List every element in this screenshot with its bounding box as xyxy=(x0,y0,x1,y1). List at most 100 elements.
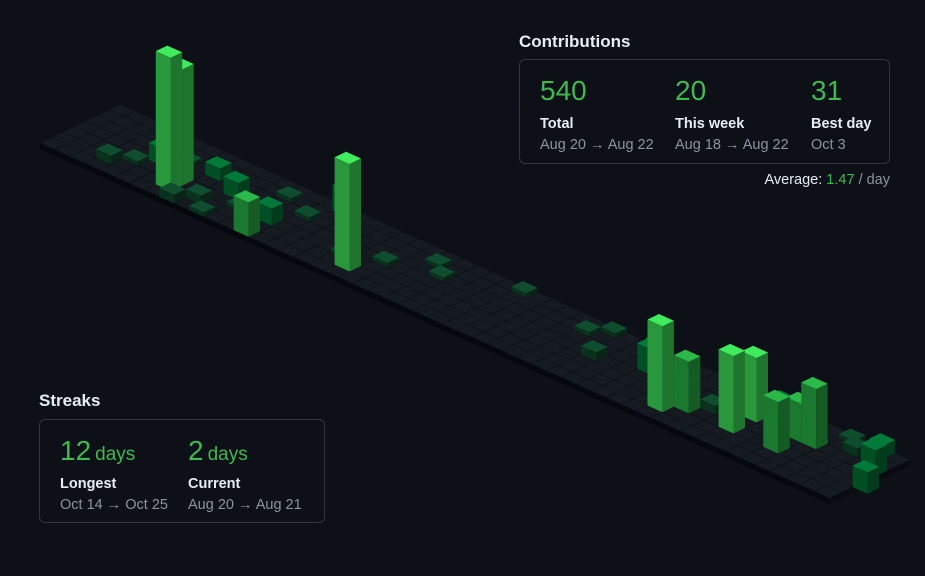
bar-side-face xyxy=(200,190,212,205)
bar-top-face xyxy=(122,149,149,162)
bar-top-face xyxy=(256,196,284,209)
bar-top-face xyxy=(205,156,232,169)
bar-front-face xyxy=(428,270,444,282)
contribution-bar xyxy=(122,149,149,166)
bar-top-face xyxy=(276,186,303,199)
contribution-bar xyxy=(763,389,790,454)
base-edge-front xyxy=(40,143,830,505)
bar-front-face xyxy=(276,191,292,203)
bar-front-face xyxy=(511,286,527,298)
stat-best-day: 31 Best day Oct 3 xyxy=(811,76,871,154)
average-prefix: Average: xyxy=(764,172,823,188)
bar-front-face xyxy=(122,154,138,166)
bar-front-face xyxy=(185,189,201,205)
bar-side-face xyxy=(349,158,361,272)
bar-front-face xyxy=(159,188,175,204)
contributions-card: 540 Total Aug 20 → Aug 22 20 This week A… xyxy=(519,59,890,164)
bar-front-face xyxy=(718,349,734,434)
bar-side-face xyxy=(867,466,880,494)
contribution-bar xyxy=(801,376,828,450)
stat-total-value: 540 xyxy=(540,75,587,106)
bar-top-face xyxy=(372,250,399,263)
bar-front-face xyxy=(700,399,716,415)
contribution-bar xyxy=(159,182,186,204)
bar-side-face xyxy=(111,150,123,165)
contribution-bar xyxy=(189,200,216,217)
bar-front-face xyxy=(256,201,272,226)
bar-front-face xyxy=(600,326,616,338)
contribution-bar xyxy=(428,265,456,282)
stat-this-week-label: This week xyxy=(675,116,745,132)
bar-top-face xyxy=(574,320,601,333)
stat-this-week: 20 This week Aug 18 → Aug 22 xyxy=(675,75,789,154)
bar-side-face xyxy=(203,206,216,217)
bar-top-face xyxy=(233,190,261,203)
bar-side-face xyxy=(182,64,194,186)
bar-front-face xyxy=(763,395,779,454)
bar-top-face xyxy=(185,183,212,196)
stat-longest-label: Longest xyxy=(60,476,117,492)
contribution-bar xyxy=(574,320,601,337)
streaks-title: Streaks xyxy=(39,391,101,410)
bar-side-face xyxy=(174,189,186,204)
bar-front-face xyxy=(852,465,868,494)
bar-front-face xyxy=(372,256,388,268)
bar-top-face xyxy=(96,143,123,156)
bar-side-face xyxy=(615,328,628,338)
contribution-bar xyxy=(372,250,399,268)
bar-side-face xyxy=(733,350,745,434)
contribution-bar xyxy=(600,321,628,338)
stat-total: 540 Total Aug 20 → Aug 22 xyxy=(540,75,654,154)
contribution-bar xyxy=(276,186,303,203)
bar-side-face xyxy=(387,257,399,268)
bar-front-face xyxy=(801,382,817,450)
bar-top-face xyxy=(860,438,888,451)
bar-top-face xyxy=(155,45,183,58)
bar-side-face xyxy=(596,346,608,361)
contributions-title: Contributions xyxy=(519,32,631,51)
bar-top-face xyxy=(425,253,452,266)
ground-tile xyxy=(883,452,911,466)
bar-top-face xyxy=(223,170,250,183)
bar-top-face xyxy=(511,281,538,294)
contribution-bar xyxy=(852,460,880,494)
bar-front-face xyxy=(223,176,239,201)
stat-current-label: Current xyxy=(188,476,241,492)
bar-front-face xyxy=(741,351,757,423)
bar-front-face xyxy=(96,149,112,165)
bar-front-face xyxy=(233,195,249,237)
bar-top-face xyxy=(581,340,608,353)
bar-front-face xyxy=(673,355,689,414)
bar-side-face xyxy=(778,396,790,454)
contribution-bar xyxy=(155,45,183,192)
stat-best-day-range: Oct 3 xyxy=(811,137,846,153)
bar-side-face xyxy=(248,196,261,237)
stat-this-week-value: 20 xyxy=(675,75,707,106)
bar-front-face xyxy=(334,157,350,272)
stat-total-label: Total xyxy=(540,116,574,132)
bar-top-face xyxy=(741,345,768,358)
contribution-bar xyxy=(511,281,538,298)
streaks-card: 12 days Longest Oct 14 → Oct 25 2 days Cur… xyxy=(39,419,325,523)
bar-top-face xyxy=(334,151,361,164)
bar-front-face xyxy=(189,205,204,217)
bar-top-face xyxy=(428,265,456,278)
bar-front-face xyxy=(574,325,590,337)
bar-top-face xyxy=(718,343,745,357)
bar-front-face xyxy=(581,345,596,361)
bar-side-face xyxy=(137,155,149,166)
contribution-bar xyxy=(581,340,608,361)
bar-top-face xyxy=(294,205,321,218)
bar-front-face xyxy=(647,319,663,413)
bar-side-face xyxy=(291,192,303,203)
stat-this-week-range: Aug 18 → Aug 22 xyxy=(675,137,789,153)
average-value: 1.47 xyxy=(826,172,855,188)
stat-longest-range: Oct 14 → Oct 25 xyxy=(60,497,168,513)
bar-top-face xyxy=(673,349,701,362)
stat-current-value: 2 xyxy=(188,435,204,466)
stat-current-unit: days xyxy=(207,444,248,465)
bar-side-face xyxy=(443,272,456,282)
stat-current-range: Aug 20 → Aug 21 xyxy=(188,497,302,513)
contribution-bar xyxy=(256,196,284,226)
